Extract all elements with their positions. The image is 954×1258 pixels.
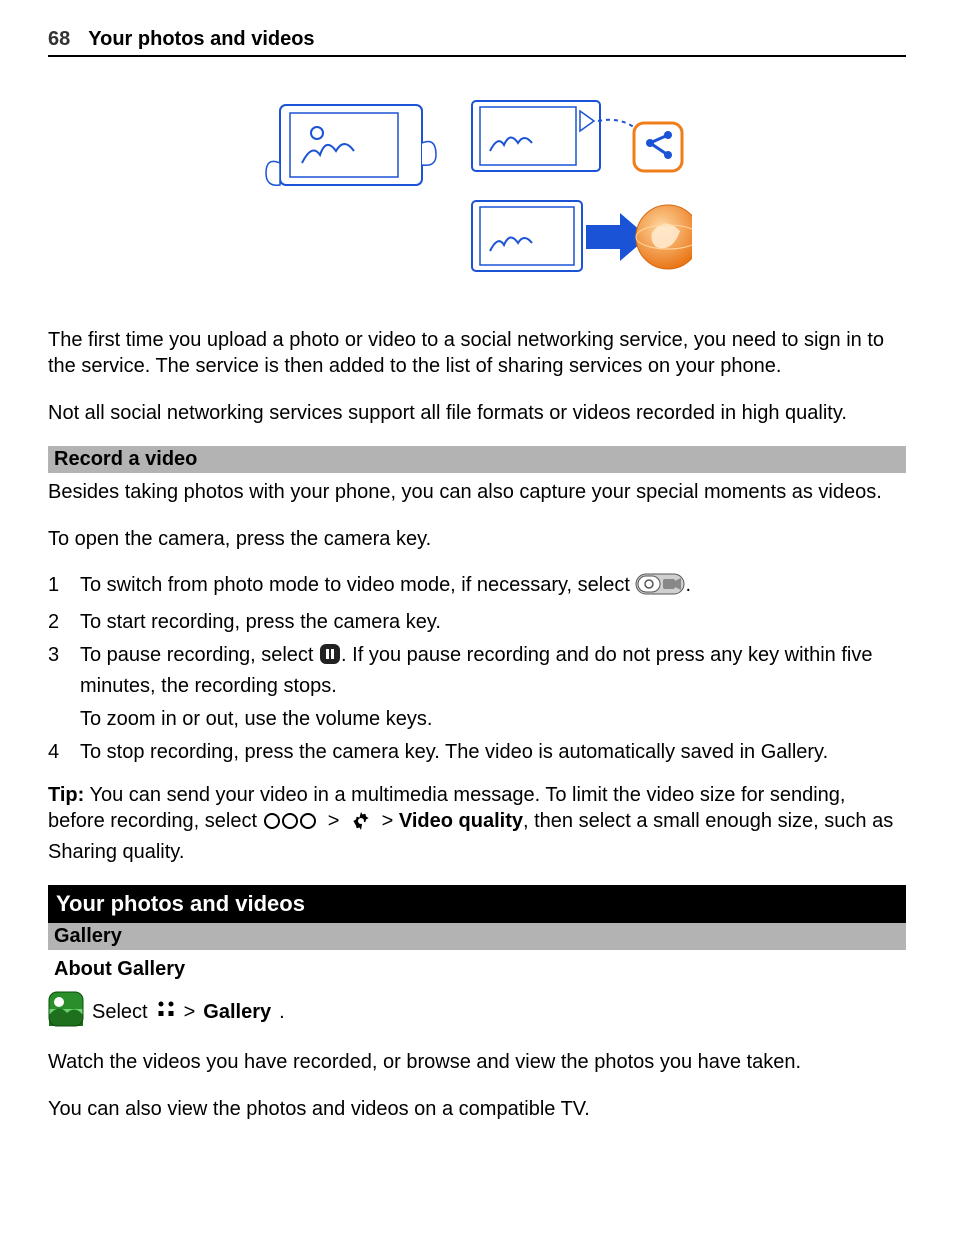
step-1-num: 1 — [48, 572, 80, 603]
select-word: Select — [92, 1001, 148, 1024]
step-2-text: To start recording, press the camera key… — [80, 609, 906, 636]
page-number: 68 — [48, 28, 70, 51]
three-circles-icon — [263, 811, 317, 838]
gear-icon — [351, 811, 371, 838]
section-gallery: Gallery — [48, 923, 906, 950]
record-body2: To open the camera, press the camera key… — [48, 526, 906, 552]
select-arrow: > — [184, 1001, 196, 1024]
record-steps: 1 To switch from photo mode to video mod… — [48, 572, 906, 766]
step-3-extra: To zoom in or out, use the volume keys. — [80, 706, 906, 733]
chapter-title: Your photos and videos — [88, 28, 314, 51]
select-gallery-bold: Gallery — [203, 1001, 271, 1024]
camera-video-icon — [635, 573, 685, 603]
gallery-select-line: Select > Gallery. — [48, 991, 906, 1033]
step-3-num: 3 — [48, 642, 80, 733]
gallery-app-icon — [48, 991, 84, 1033]
tip-label: Tip: — [48, 784, 84, 806]
intro-p1: The first time you upload a photo or vid… — [48, 327, 906, 380]
step-3: 3 To pause recording, select . If you pa… — [48, 642, 906, 733]
step-4-num: 4 — [48, 739, 80, 766]
step-2: 2 To start recording, press the camera k… — [48, 609, 906, 636]
page: 68 Your photos and videos — [0, 0, 954, 1258]
share-illustration-svg — [262, 93, 692, 293]
step-1-text: To switch from photo mode to video mode,… — [80, 572, 906, 603]
pause-icon — [319, 643, 341, 673]
share-illustration — [48, 93, 906, 299]
apps-grid-icon — [156, 999, 176, 1025]
gallery-p1: Watch the videos you have recorded, or b… — [48, 1049, 906, 1075]
intro-p2: Not all social networking services suppo… — [48, 400, 906, 426]
step-3-text: To pause recording, select . If you paus… — [80, 642, 906, 733]
step-4: 4 To stop recording, press the camera ke… — [48, 739, 906, 766]
step-2-num: 2 — [48, 609, 80, 636]
section-about-gallery: About Gallery — [48, 956, 906, 983]
tip-option: Video quality — [399, 810, 523, 832]
gallery-p2: You can also view the photos and videos … — [48, 1096, 906, 1122]
tip-paragraph: Tip: You can send your video in a multim… — [48, 782, 906, 865]
page-header: 68 Your photos and videos — [48, 28, 906, 57]
record-body1: Besides taking photos with your phone, y… — [48, 479, 906, 505]
section-your-photos-videos: Your photos and videos — [48, 885, 906, 923]
section-record-video: Record a video — [48, 446, 906, 473]
step-4-text: To stop recording, press the camera key.… — [80, 739, 906, 766]
step-1: 1 To switch from photo mode to video mod… — [48, 572, 906, 603]
